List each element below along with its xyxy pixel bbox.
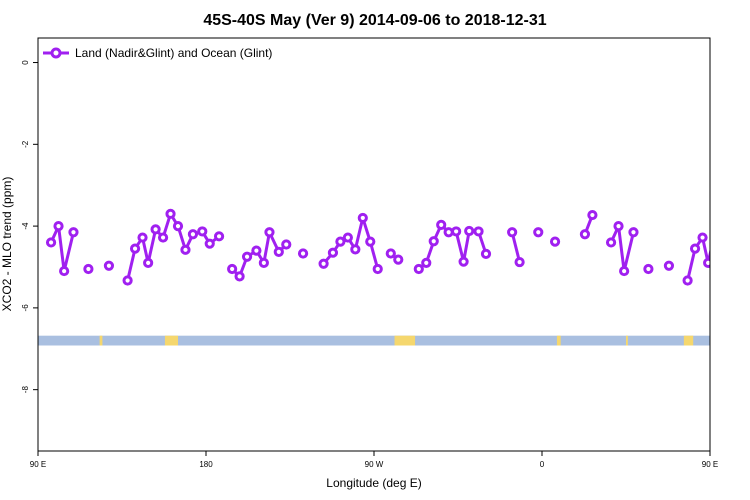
land-patch [394, 335, 416, 346]
series-layer [45, 208, 734, 286]
data-point [137, 232, 148, 243]
data-point [227, 263, 238, 275]
data-point [619, 265, 630, 277]
data-point [129, 243, 141, 254]
y-tick-label: 0 [21, 60, 30, 65]
data-point [473, 226, 484, 237]
data-point [682, 275, 693, 286]
data-point [68, 227, 79, 238]
land-patch [164, 335, 178, 346]
data-point [451, 226, 462, 237]
data-point [365, 236, 376, 247]
surface-band [38, 335, 710, 346]
land-patch [99, 335, 103, 346]
data-point [342, 232, 353, 243]
data-point [357, 212, 368, 224]
data-point [643, 263, 654, 275]
y-axis: 0 -2 -4 -6 -8 [21, 60, 38, 393]
data-point [59, 265, 70, 277]
data-point [719, 234, 726, 241]
data-point [281, 239, 292, 250]
legend-marker [50, 47, 62, 59]
data-point [103, 260, 115, 271]
data-point [165, 208, 176, 219]
data-point [413, 263, 424, 275]
series-line [49, 224, 75, 273]
legend-label: Land (Nadir&Glint) and Ocean (Glint) [75, 46, 272, 60]
data-point [45, 237, 57, 248]
y-tick-label: -6 [21, 304, 30, 312]
data-point [327, 247, 339, 258]
data-point [172, 220, 184, 232]
data-point [213, 231, 225, 242]
data-point [697, 232, 708, 243]
data-point [727, 210, 734, 217]
x-axis-label: Longitude (deg E) [326, 476, 421, 490]
x-tick-label: 180 [199, 460, 213, 469]
x-tick-label: 0 [540, 460, 545, 469]
data-point [458, 256, 469, 267]
data-point [533, 227, 544, 238]
data-point [613, 220, 624, 232]
data-point [663, 260, 675, 271]
legend: Land (Nadir&Glint) and Ocean (Glint) [43, 46, 272, 60]
series-line [126, 212, 220, 281]
data-point [187, 229, 199, 240]
data-point [587, 209, 598, 221]
data-point [549, 236, 561, 247]
data-point [83, 263, 94, 275]
data-point [157, 232, 169, 243]
y-tick-label: -4 [21, 222, 30, 230]
data-point [241, 251, 253, 262]
data-point [150, 224, 161, 235]
data-point [605, 237, 617, 248]
data-point [264, 227, 275, 238]
data-point [335, 236, 346, 247]
data-point [579, 229, 591, 240]
data-point [712, 226, 719, 233]
data-point [480, 248, 492, 260]
land-patch [556, 335, 561, 346]
data-point [258, 257, 269, 269]
data-point [180, 244, 191, 255]
data-point [318, 258, 329, 269]
data-point [689, 243, 701, 254]
data-point [428, 236, 439, 247]
y-tick-label: -8 [21, 386, 30, 394]
data-point [251, 245, 262, 256]
y-axis-label: XCO2 - MLO trend (ppm) [0, 177, 14, 312]
data-point [436, 219, 447, 230]
data-point [514, 256, 525, 268]
data-point [350, 244, 361, 255]
x-axis: 90 E 180 90 W 0 90 E [30, 451, 718, 469]
series-line [609, 224, 635, 273]
x-tick-label: 90 W [365, 460, 384, 469]
data-point [421, 257, 432, 269]
land-patch [683, 335, 694, 346]
series-line [510, 231, 522, 263]
data-point [372, 263, 383, 275]
x-tick-label: 90 E [30, 460, 46, 469]
data-point [385, 248, 396, 259]
data-point [703, 257, 710, 268]
y-tick-label: -2 [21, 140, 30, 148]
data-point [273, 246, 284, 257]
data-point [204, 238, 215, 249]
data-point [234, 271, 245, 282]
data-point [297, 248, 309, 259]
data-point [628, 227, 639, 238]
chart-title: 45S-40S May (Ver 9) 2014-09-06 to 2018-1… [203, 12, 546, 29]
data-point [393, 254, 404, 265]
data-point [197, 226, 208, 237]
data-point [122, 275, 133, 286]
x-tick-label: 90 E [702, 460, 718, 469]
data-point [464, 225, 475, 237]
data-point [53, 220, 64, 232]
data-point [143, 257, 154, 269]
land-patch [626, 335, 628, 346]
ocean-strip [38, 335, 710, 346]
data-point [507, 227, 518, 238]
